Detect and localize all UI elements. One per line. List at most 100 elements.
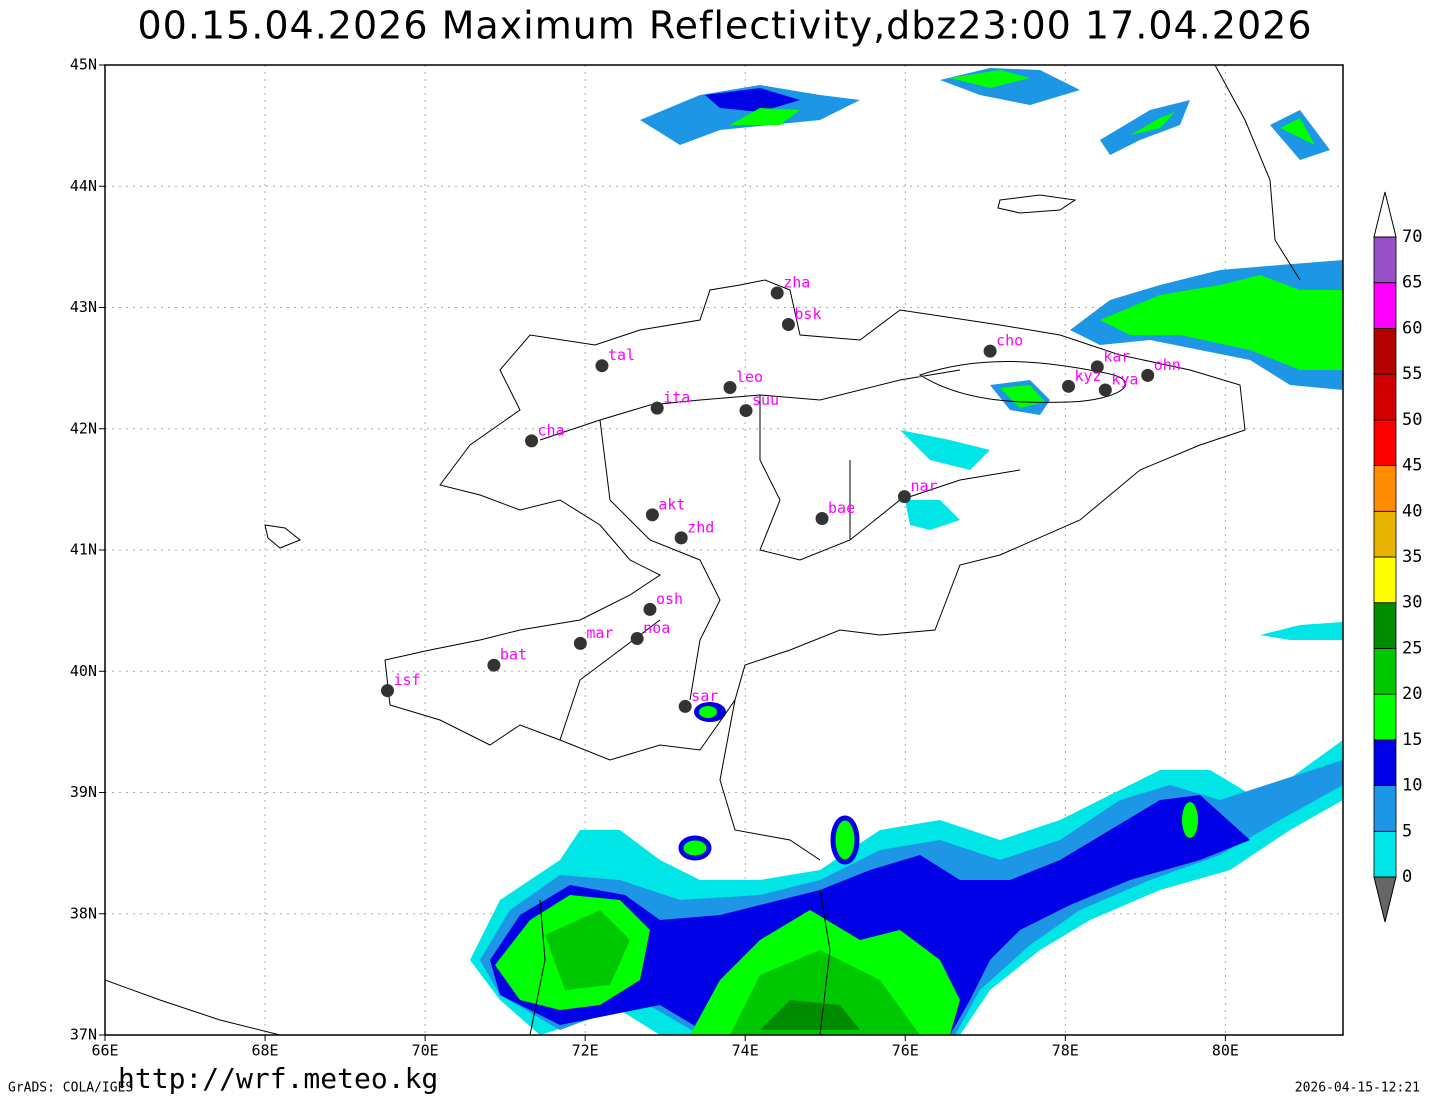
station-marker [723,381,737,395]
y-tick-label: 41N [70,541,97,559]
borders [105,65,1301,1035]
y-tick-label: 37N [70,1026,97,1044]
kyrgyzstan-border [384,279,1246,761]
station-label: nar [910,477,937,495]
colorbar-bin [1373,419,1397,466]
station-marker [674,531,688,545]
station-label: tal [608,346,635,364]
station-marker [525,434,539,448]
x-tick-label: 66E [91,1042,118,1060]
station-label: osh [656,590,683,608]
station-marker [983,344,997,358]
colorbar-label: 60 [1402,318,1422,338]
y-tick-label: 38N [70,904,97,922]
footer-software: GrADS: COLA/IGES [8,1081,133,1096]
station-marker [630,632,644,646]
colorbar-bin [1373,602,1397,649]
colorbar-label: 45 [1402,456,1422,476]
y-tick-label: 39N [70,783,97,801]
station-label: zhd [687,518,714,536]
colorbar-bin [1373,373,1397,421]
y-tick-label: 40N [70,662,97,680]
station-label: bsk [794,305,821,323]
colorbar: 0 5 10 15 20 25 30 35 40 45 50 55 60 65 70 [1373,191,1422,923]
station-label: kyz [1075,367,1102,385]
station-label: ita [663,389,690,407]
colorbar-label: 5 [1402,821,1412,841]
station-label: leo [736,368,763,386]
grid [105,65,1343,1035]
x-tick-label: 72E [572,1042,599,1060]
colorbar-bin [1373,556,1397,604]
colorbar-bin [1373,465,1397,512]
station-marker [1062,379,1076,393]
colorbar-under [1373,876,1397,923]
station-marker [770,286,784,300]
colorbar-label: 35 [1402,547,1422,567]
lake-balkhash [997,194,1077,214]
lake-west [264,524,301,549]
region-lines [539,361,1127,741]
y-tick-label: 42N [70,419,97,437]
station-marker [897,490,911,504]
colorbar-label: 20 [1402,684,1422,704]
y-tick-label: 45N [70,56,97,74]
title: 00.15.04.2026 Maximum Reflectivity,dbz23… [138,4,1313,48]
colorbar-bin [1373,328,1397,375]
colorbar-label: 30 [1402,593,1422,613]
colorbar-bin [1373,693,1397,741]
station-label: akt [658,495,685,513]
colorbar-bin [1373,282,1397,329]
colorbar-label: 65 [1402,273,1422,293]
x-tick-label: 80E [1212,1042,1239,1060]
x-tick-label: 70E [412,1042,439,1060]
station-marker [739,404,753,418]
axes: 66E 68E 70E 72E 74E 76E 78E 80E 37N 38N 39N 40N 41N 4… [70,56,1239,1060]
station-label: sar [691,687,718,705]
colorbar-label: 10 [1402,776,1422,796]
station-label: noa [643,619,670,637]
colorbar-bin [1373,785,1397,832]
station-marker [595,359,609,373]
radar-echoes [470,68,1343,1035]
footer-url: http://wrf.meteo.kg [118,1062,438,1095]
station-label: bae [828,499,855,517]
station-label: zha [783,273,810,291]
footer-date: 2026-04-15-12:21 [1295,1081,1420,1096]
station-label: suu [752,391,779,409]
station-marker [678,699,692,713]
colorbar-label: 55 [1402,364,1422,384]
china-border [105,65,1301,1035]
x-tick-label: 68E [252,1042,279,1060]
y-tick-label: 43N [70,298,97,316]
colorbar-bin [1373,236,1397,284]
colorbar-label: 15 [1402,730,1422,750]
colorbar-label: 50 [1402,410,1422,430]
station-label: bat [500,646,527,664]
station-marker [380,684,394,698]
station-label: isf [393,671,420,689]
station-marker [1141,368,1155,382]
station-marker [650,401,664,415]
station-marker [645,508,659,522]
y-tick-label: 44N [70,177,97,195]
station-marker [1098,383,1112,397]
station-marker [487,658,501,672]
station-marker [815,511,829,525]
colorbar-bin [1373,739,1397,786]
station-marker [573,636,587,650]
station-marker [643,602,657,616]
colorbar-label: 0 [1402,867,1412,887]
station-label: mar [586,624,613,642]
station-label: kar [1103,347,1130,365]
station-marker [1090,360,1104,374]
station-label: kya [1111,370,1138,388]
x-tick-label: 78E [1052,1042,1079,1060]
station-label: ohn [1154,356,1181,374]
x-tick-label: 74E [732,1042,759,1060]
x-tick-label: 76E [892,1042,919,1060]
colorbar-bin [1373,648,1397,695]
